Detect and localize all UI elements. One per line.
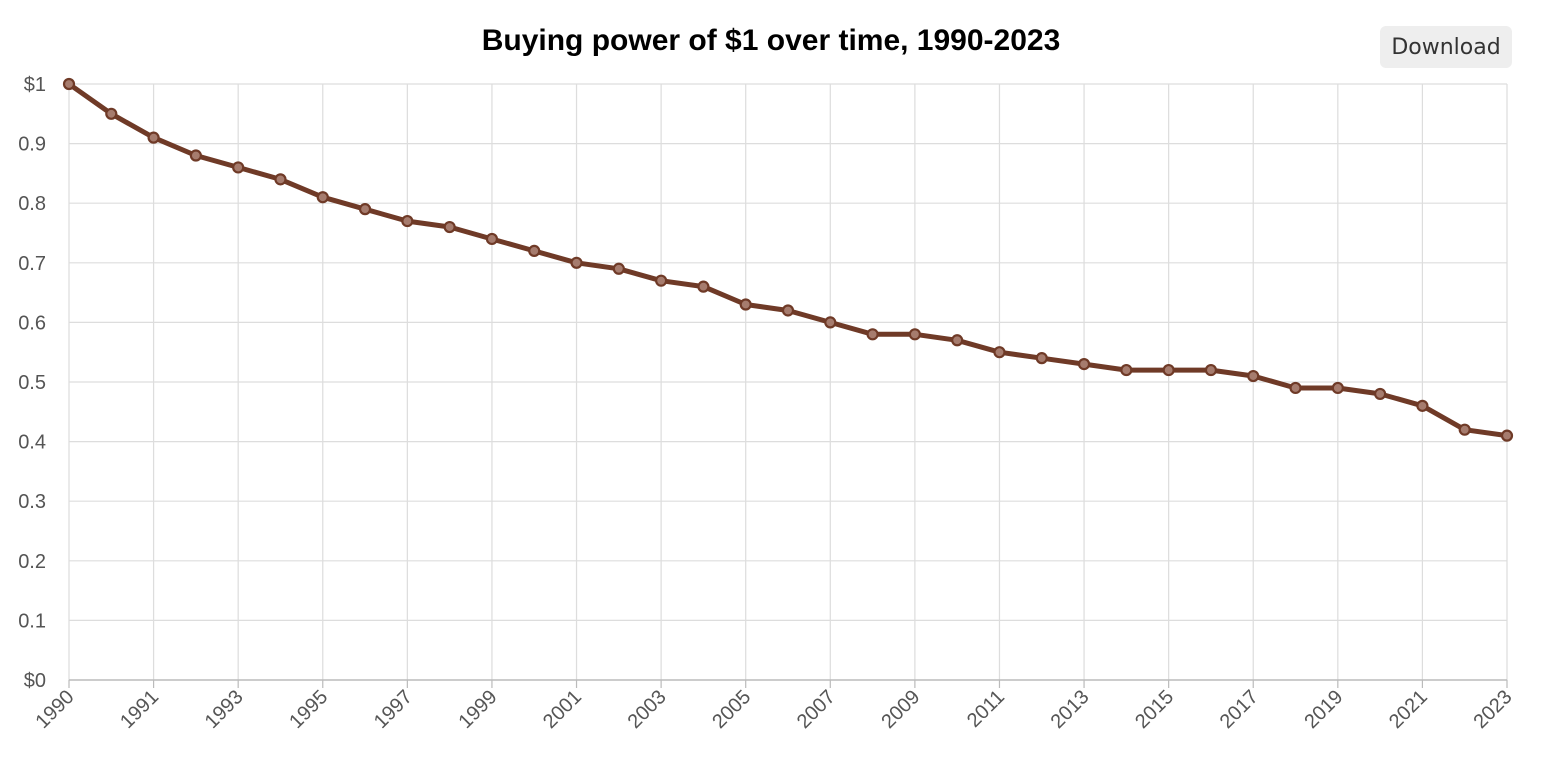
data-point[interactable] [697,280,710,293]
data-point[interactable] [739,298,752,311]
data-point[interactable] [1077,358,1091,371]
x-tick-label: 1991 [116,686,163,733]
axes [68,679,1508,688]
data-point[interactable] [612,262,625,275]
data-point[interactable] [1458,423,1471,436]
data-point[interactable] [1374,387,1387,401]
x-tick-label: 2017 [1216,686,1263,733]
data-point[interactable] [993,346,1006,359]
x-tick-label: 2013 [1047,686,1094,733]
data-point[interactable] [401,214,414,228]
data-point[interactable] [1331,381,1344,395]
x-tick-label: 2023 [1470,686,1517,733]
series-line [66,81,1510,439]
x-tick-label: 1997 [370,686,417,733]
x-tick-label: 2003 [624,686,671,733]
data-point[interactable] [189,149,202,162]
y-tick-label: 0.9 [18,134,46,156]
data-point[interactable] [316,191,329,204]
data-point[interactable] [358,203,372,216]
grid-lines [68,83,1508,680]
x-tick-label: 2007 [793,686,840,733]
data-point[interactable] [1416,399,1429,412]
data-point[interactable] [443,220,456,234]
data-point[interactable] [781,304,795,317]
data-point[interactable] [1247,369,1260,383]
data-point[interactable] [655,274,668,287]
x-tick-label: 2019 [1300,686,1347,733]
data-point[interactable] [951,334,964,347]
data-point[interactable] [274,173,287,186]
y-tick-label: 0.8 [18,193,46,215]
data-point[interactable] [1289,381,1302,395]
y-tick-label: 0.1 [18,610,46,632]
data-point[interactable] [1500,429,1514,442]
x-tick-label: 2021 [1385,686,1432,733]
chart-title: Buying power of $1 over time, 1990-2023 [481,24,1061,57]
x-tick-label: 2009 [877,686,924,733]
x-tick-label: 2005 [708,686,755,733]
x-tick-label: 1993 [201,686,248,733]
data-point[interactable] [485,232,499,246]
data-point[interactable] [908,328,921,341]
y-tick-label: 0.4 [18,432,46,454]
x-tick-label: 2001 [539,686,586,733]
data-point[interactable] [824,316,837,329]
y-tick-label: 0.6 [18,312,46,334]
y-tick-label: 0.5 [18,372,46,394]
data-point[interactable] [105,107,118,120]
y-tick-label: 0.3 [18,491,46,513]
data-point[interactable] [528,244,541,257]
y-tick-label: $1 [24,74,46,96]
y-axis-tick-labels: $0 0.1 0.2 0.3 0.4 0.5 0.6 0.7 0.8 0.9 $1 [18,74,46,692]
x-tick-label: 2015 [1131,686,1178,733]
data-point[interactable] [1120,363,1133,377]
download-button[interactable]: Download [1380,26,1512,68]
x-axis-tick-labels: 1990 1991 1993 1995 1997 1999 2001 2003 2005 2007… [32,686,1517,733]
data-point[interactable] [147,131,160,144]
y-tick-label: 0.2 [18,551,46,573]
data-point[interactable] [570,256,583,269]
series-buying-power [62,77,1514,442]
y-tick-label: $0 [24,670,46,692]
data-point[interactable] [1204,363,1218,377]
x-tick-label: 2011 [963,686,1009,732]
data-point[interactable] [1162,363,1175,377]
data-point[interactable] [866,328,879,341]
data-point[interactable] [62,77,76,91]
x-tick-label: 1995 [285,686,332,733]
x-tick-label: 1999 [454,686,501,733]
data-point[interactable] [232,161,245,174]
data-point[interactable] [1035,352,1048,365]
y-tick-label: 0.7 [18,253,46,275]
x-tick-label: 1990 [32,686,79,733]
